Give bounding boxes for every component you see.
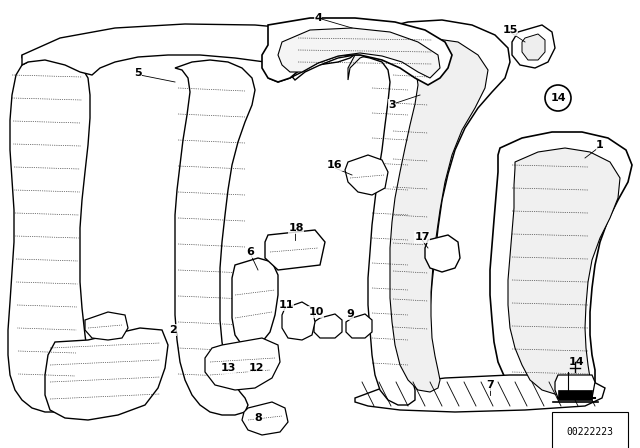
Text: 5: 5 — [134, 68, 142, 78]
Polygon shape — [425, 235, 460, 272]
Text: 18: 18 — [288, 223, 304, 233]
Text: 10: 10 — [308, 307, 324, 317]
Text: 14: 14 — [568, 357, 584, 367]
Polygon shape — [508, 148, 620, 395]
Text: 4: 4 — [314, 13, 322, 23]
Text: 9: 9 — [346, 309, 354, 319]
Polygon shape — [282, 302, 315, 340]
Polygon shape — [265, 230, 325, 270]
Text: 6: 6 — [246, 247, 254, 257]
Polygon shape — [8, 55, 90, 412]
Text: 15: 15 — [502, 25, 518, 35]
Polygon shape — [348, 38, 488, 392]
Text: 2: 2 — [169, 325, 177, 335]
Text: 11: 11 — [278, 300, 294, 310]
Polygon shape — [278, 28, 440, 78]
Polygon shape — [85, 312, 128, 340]
Polygon shape — [22, 24, 358, 75]
Polygon shape — [555, 375, 595, 398]
Text: 3: 3 — [388, 100, 396, 110]
Polygon shape — [355, 375, 605, 412]
Polygon shape — [522, 34, 545, 60]
Polygon shape — [45, 328, 168, 420]
Polygon shape — [314, 314, 342, 338]
Text: 1: 1 — [596, 140, 604, 150]
Polygon shape — [205, 338, 280, 390]
Polygon shape — [232, 258, 278, 348]
Polygon shape — [490, 132, 632, 405]
Text: 13: 13 — [220, 363, 236, 373]
Text: 14: 14 — [550, 93, 566, 103]
Text: 17: 17 — [414, 232, 429, 242]
Polygon shape — [512, 25, 555, 68]
Polygon shape — [345, 155, 388, 195]
Text: 16: 16 — [327, 160, 343, 170]
Text: 8: 8 — [254, 413, 262, 423]
Text: 7: 7 — [486, 380, 494, 390]
Polygon shape — [558, 390, 592, 400]
Polygon shape — [175, 60, 255, 415]
Text: 12: 12 — [248, 363, 264, 373]
Polygon shape — [346, 314, 372, 338]
Polygon shape — [262, 18, 452, 85]
Polygon shape — [242, 402, 288, 435]
Polygon shape — [352, 20, 510, 408]
Polygon shape — [268, 53, 465, 405]
Text: 00222223: 00222223 — [566, 427, 614, 437]
Circle shape — [545, 85, 571, 111]
